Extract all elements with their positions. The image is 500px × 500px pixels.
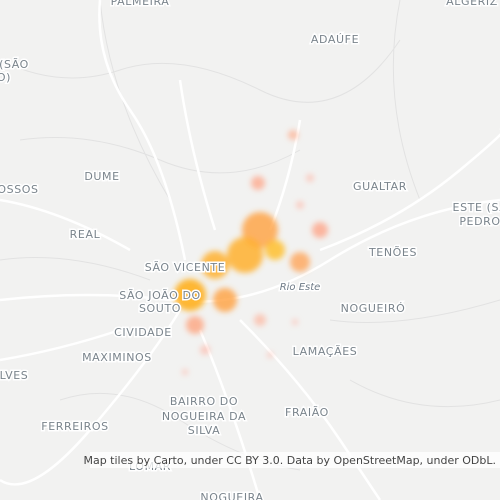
heat-spot bbox=[182, 369, 188, 375]
heat-spot bbox=[306, 174, 314, 182]
place-label: LAMAÇÃES bbox=[293, 345, 358, 358]
place-label: TENÕES bbox=[368, 246, 417, 259]
heat-spot bbox=[265, 240, 285, 260]
place-label: BAIRRO DO bbox=[170, 395, 238, 408]
place-label: FRAIÃO bbox=[285, 406, 329, 419]
place-label: DUME bbox=[84, 170, 119, 183]
place-label: NOGUEIRA DA bbox=[162, 410, 246, 423]
place-label: PALMEIRA bbox=[111, 0, 170, 8]
place-label: NOGUEIRÓ bbox=[341, 302, 406, 315]
heat-spot bbox=[186, 316, 204, 334]
heat-spot bbox=[290, 252, 310, 272]
heat-spot bbox=[288, 130, 298, 140]
heat-spot bbox=[227, 237, 263, 273]
attribution-background bbox=[90, 452, 500, 468]
heatmap bbox=[174, 130, 328, 375]
place-label: OSSOS bbox=[0, 183, 39, 196]
place-label: ALGERIZ bbox=[446, 0, 498, 8]
heat-spot bbox=[213, 288, 237, 312]
heat-spot bbox=[201, 251, 229, 279]
heat-spot bbox=[200, 345, 210, 355]
heat-spot bbox=[254, 314, 266, 326]
place-label: NOGUEIRA bbox=[200, 491, 263, 500]
heat-spot bbox=[174, 279, 206, 311]
place-label: CIVIDADE bbox=[114, 326, 172, 339]
river-label: Rio Este bbox=[280, 282, 321, 293]
heat-spot bbox=[292, 319, 298, 325]
place-label: SÃO VICENTE bbox=[145, 261, 226, 274]
heat-spot bbox=[296, 201, 304, 209]
place-label: SOUTO bbox=[139, 302, 181, 315]
place-label: SILVA bbox=[188, 424, 221, 437]
place-label: (SÃO bbox=[0, 58, 29, 71]
place-label: FERREIROS bbox=[41, 420, 108, 433]
place-label: ESTE (SÃ bbox=[453, 201, 500, 214]
heat-spot bbox=[312, 222, 328, 238]
place-label: LVES bbox=[0, 369, 28, 382]
place-label: REAL bbox=[70, 228, 101, 241]
place-label: SÃO JOÃO DO bbox=[119, 289, 201, 302]
place-label: MAXIMINOS bbox=[82, 351, 152, 364]
place-label: O) bbox=[0, 71, 11, 84]
place-label: PEDRO bbox=[459, 215, 500, 228]
heat-spot bbox=[251, 176, 265, 190]
place-label: ADAÚFE bbox=[311, 33, 359, 46]
place-label: GUALTAR bbox=[353, 180, 407, 193]
attribution: Map tiles by Carto, under CC BY 3.0. Dat… bbox=[83, 454, 496, 467]
heat-spot bbox=[267, 352, 273, 358]
